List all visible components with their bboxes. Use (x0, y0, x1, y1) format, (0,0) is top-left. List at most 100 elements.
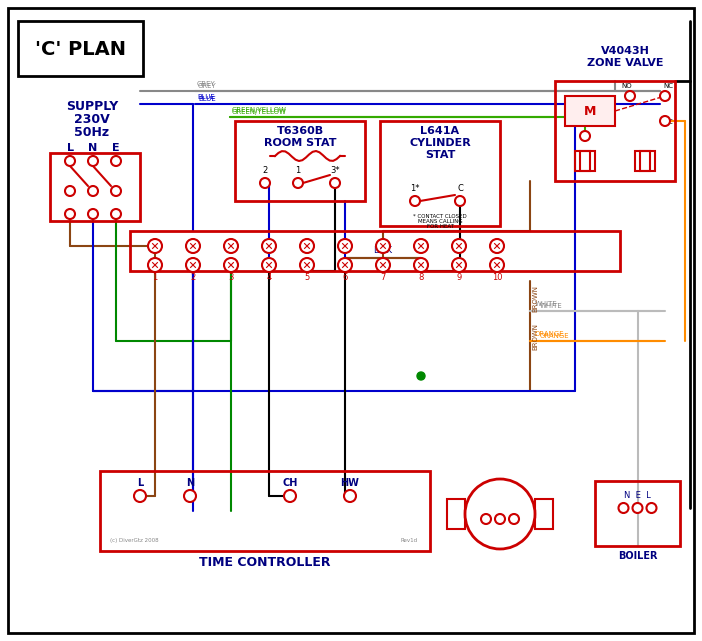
Text: WHITE: WHITE (535, 301, 558, 307)
Text: HW: HW (340, 478, 359, 488)
Bar (447, 499, 465, 529)
Text: C: C (668, 119, 673, 125)
Text: L641A: L641A (420, 126, 460, 136)
Text: BROWN: BROWN (532, 322, 538, 349)
Circle shape (338, 258, 352, 272)
Text: ORANGE: ORANGE (540, 333, 569, 339)
Circle shape (300, 239, 314, 253)
Text: WHITE: WHITE (540, 303, 563, 309)
Circle shape (344, 490, 356, 502)
Circle shape (618, 503, 628, 513)
Circle shape (465, 479, 535, 549)
Circle shape (184, 490, 196, 502)
Text: PUMP: PUMP (484, 539, 516, 549)
Circle shape (148, 258, 162, 272)
Circle shape (88, 156, 98, 166)
Circle shape (580, 131, 590, 141)
Bar (580, 151, 595, 171)
Circle shape (293, 178, 303, 188)
Circle shape (625, 91, 635, 101)
Text: 'C' PLAN: 'C' PLAN (34, 40, 126, 58)
Text: BOILER: BOILER (618, 551, 657, 561)
Circle shape (376, 239, 390, 253)
Text: MEANS CALLING: MEANS CALLING (418, 219, 463, 224)
Text: N  E  L: N E L (624, 492, 651, 501)
Text: 50Hz: 50Hz (74, 126, 110, 138)
Text: ORANGE: ORANGE (535, 331, 564, 337)
Text: BLUE: BLUE (198, 96, 216, 102)
Text: STAT: STAT (425, 150, 455, 160)
Text: L: L (67, 143, 74, 153)
Text: ROOM STAT: ROOM STAT (264, 138, 336, 148)
Circle shape (65, 156, 75, 166)
Circle shape (633, 503, 642, 513)
Text: 1: 1 (296, 166, 300, 175)
Bar (50, 153, 140, 221)
Text: Rev1d: Rev1d (400, 538, 417, 543)
Text: 7: 7 (380, 273, 385, 282)
Circle shape (330, 178, 340, 188)
Text: 230V: 230V (74, 113, 110, 126)
Text: N: N (186, 478, 194, 488)
Circle shape (65, 186, 75, 196)
Circle shape (338, 239, 352, 253)
Circle shape (88, 209, 98, 219)
Text: E: E (112, 143, 120, 153)
Bar (235, 121, 365, 201)
Circle shape (481, 514, 491, 524)
Circle shape (88, 186, 98, 196)
Text: GREEN/YELLOW: GREEN/YELLOW (232, 109, 287, 115)
Circle shape (414, 258, 428, 272)
Text: GREY: GREY (198, 83, 217, 89)
Circle shape (417, 372, 425, 380)
Text: GREY: GREY (197, 81, 216, 87)
Circle shape (660, 91, 670, 101)
Text: (c) DiverGtz 2008: (c) DiverGtz 2008 (110, 538, 159, 543)
Text: M: M (584, 104, 596, 117)
Bar (640, 151, 655, 171)
Bar (535, 499, 553, 529)
Text: 3: 3 (228, 273, 234, 282)
Circle shape (260, 178, 270, 188)
Text: GREEN/YELLOW: GREEN/YELLOW (232, 107, 287, 113)
Text: BLUE: BLUE (197, 94, 215, 100)
Bar (380, 121, 500, 226)
Circle shape (186, 258, 200, 272)
Circle shape (262, 258, 276, 272)
Circle shape (65, 209, 75, 219)
Text: NO: NO (622, 83, 633, 89)
Text: ZONE VALVE: ZONE VALVE (587, 58, 663, 68)
Circle shape (284, 490, 296, 502)
Text: CH: CH (282, 478, 298, 488)
Circle shape (186, 239, 200, 253)
Circle shape (660, 116, 670, 126)
Text: * CONTACT CLOSED: * CONTACT CLOSED (413, 214, 467, 219)
Text: 9: 9 (456, 273, 462, 282)
Circle shape (452, 239, 466, 253)
Text: LINK: LINK (373, 246, 392, 255)
Text: CYLINDER: CYLINDER (409, 138, 471, 148)
Text: V4043H: V4043H (601, 46, 649, 56)
Circle shape (300, 258, 314, 272)
Bar (595, 481, 680, 546)
Text: BROWN: BROWN (532, 285, 538, 312)
Circle shape (509, 514, 519, 524)
Circle shape (410, 196, 420, 206)
Bar (130, 231, 620, 271)
Text: 10: 10 (491, 273, 502, 282)
Text: T6360B: T6360B (277, 126, 324, 136)
Text: C: C (457, 184, 463, 193)
Text: NC: NC (663, 83, 673, 89)
Circle shape (376, 258, 390, 272)
Text: 8: 8 (418, 273, 424, 282)
Text: 1: 1 (152, 273, 158, 282)
Circle shape (148, 239, 162, 253)
Text: L: L (137, 478, 143, 488)
Circle shape (134, 490, 146, 502)
Text: N: N (88, 143, 98, 153)
Text: 3*: 3* (330, 166, 340, 175)
Text: N  E  L: N E L (486, 499, 513, 508)
Circle shape (490, 239, 504, 253)
Circle shape (111, 156, 121, 166)
Circle shape (262, 239, 276, 253)
